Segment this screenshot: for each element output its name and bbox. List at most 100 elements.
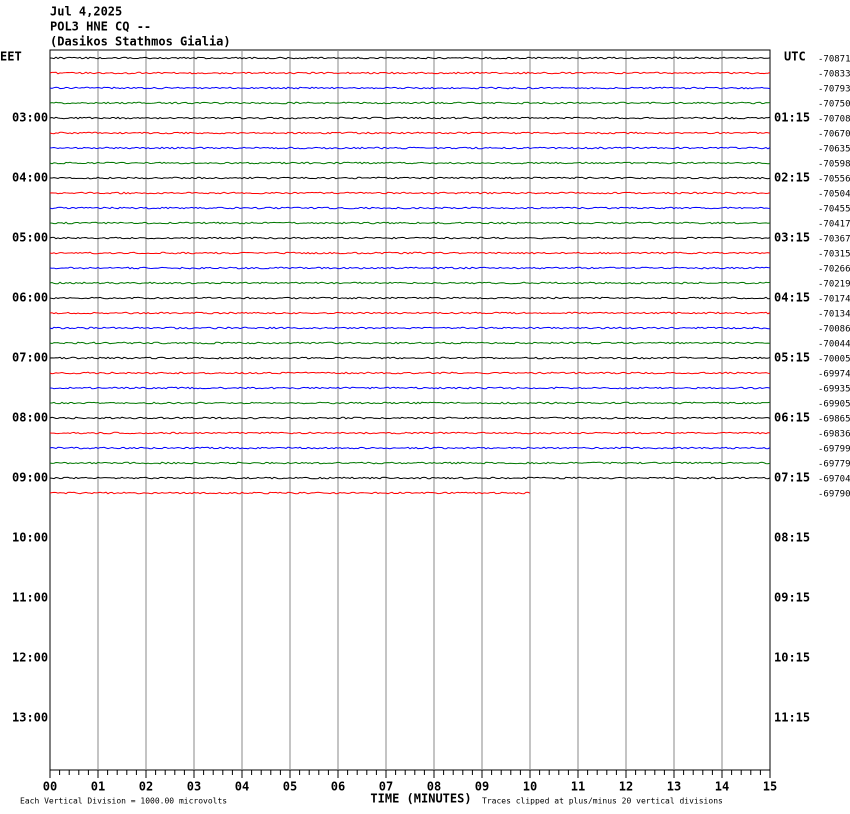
x-tick-label: 06: [331, 780, 345, 794]
right-hour-label: 04:15: [774, 291, 810, 305]
trace-offset: -69704: [818, 475, 850, 485]
trace-offset: -70598: [818, 160, 850, 170]
left-hour-label: 06:00: [12, 291, 48, 305]
trace: [49, 206, 771, 210]
left-hour-label: 10:00: [12, 531, 48, 545]
trace-offset: -70134: [818, 310, 850, 320]
trace: [49, 221, 771, 225]
trace-offset: -70266: [818, 265, 850, 275]
trace-offset: -70367: [818, 235, 850, 245]
trace: [49, 341, 771, 345]
trace: [49, 446, 771, 450]
left-hour-label: 07:00: [12, 351, 48, 365]
trace-offset: -70005: [818, 355, 850, 365]
trace: [49, 431, 771, 435]
trace: [49, 191, 771, 195]
trace: [49, 236, 771, 240]
trace: [49, 161, 771, 165]
trace-offset: -69905: [818, 400, 850, 410]
x-tick-label: 05: [283, 780, 297, 794]
x-tick-label: 01: [91, 780, 105, 794]
trace: [49, 386, 771, 390]
trace-offset: -69799: [818, 445, 850, 455]
trace: [49, 131, 771, 135]
right-hour-label: 03:15: [774, 231, 810, 245]
trace-offset: -69865: [818, 415, 850, 425]
x-tick-label: 09: [475, 780, 489, 794]
x-tick-label: 15: [763, 780, 777, 794]
trace-offset: -70793: [818, 85, 850, 95]
x-tick-label: 03: [187, 780, 201, 794]
trace: [49, 281, 771, 285]
trace-offset: -70871: [818, 55, 850, 65]
trace-offset: -70044: [818, 340, 850, 350]
x-tick-label: 14: [715, 780, 729, 794]
trace: [49, 476, 771, 480]
left-hour-label: 03:00: [12, 111, 48, 125]
trace: [49, 461, 771, 465]
trace: [49, 266, 771, 270]
trace: [49, 416, 771, 420]
trace-offset: -69779: [818, 460, 850, 470]
right-hour-label: 11:15: [774, 711, 810, 725]
trace: [49, 401, 771, 405]
left-hour-label: 12:00: [12, 651, 48, 665]
trace: [49, 311, 771, 315]
right-hour-label: 05:15: [774, 351, 810, 365]
plot-frame: [49, 49, 771, 771]
right-hour-label: 10:15: [774, 651, 810, 665]
trace-offset: -69836: [818, 430, 850, 440]
right-hour-label: 09:15: [774, 591, 810, 605]
trace: [49, 371, 771, 375]
trace: [49, 101, 771, 105]
trace-offset: -70455: [818, 205, 850, 215]
left-hour-label: 04:00: [12, 171, 48, 185]
x-tick-label: 02: [139, 780, 153, 794]
trace-offset: -70670: [818, 130, 850, 140]
trace: [49, 491, 531, 495]
trace-offset: -70504: [818, 190, 850, 200]
trace: [49, 116, 771, 120]
scale-note: Each Vertical Division = 1000.00 microvo…: [20, 797, 227, 806]
trace: [49, 176, 771, 180]
trace-offset: -70750: [818, 100, 850, 110]
trace: [49, 146, 771, 150]
x-tick-label: 04: [235, 780, 249, 794]
trace: [49, 251, 771, 255]
x-tick-label: 13: [667, 780, 681, 794]
x-tick-label: 11: [571, 780, 585, 794]
trace: [49, 296, 771, 300]
trace: [49, 71, 771, 75]
trace-offset: -69935: [818, 385, 850, 395]
left-hour-label: 09:00: [12, 471, 48, 485]
date: Jul 4,2025: [50, 5, 122, 19]
location: (Dasikos Stathmos Gialia): [50, 35, 231, 49]
left-axis-title: EET: [0, 50, 22, 64]
x-tick-label: 07: [379, 780, 393, 794]
trace-offset: -69974: [818, 370, 850, 380]
trace: [49, 326, 771, 330]
left-hour-label: 05:00: [12, 231, 48, 245]
x-tick-label: 00: [43, 780, 57, 794]
trace-offset: -69790: [818, 490, 850, 500]
right-hour-label: 06:15: [774, 411, 810, 425]
trace-offset: -70174: [818, 295, 850, 305]
right-hour-label: 01:15: [774, 111, 810, 125]
trace-offset: -70708: [818, 115, 850, 125]
right-hour-label: 02:15: [774, 171, 810, 185]
station: POL3 HNE CQ --: [50, 20, 151, 34]
left-hour-label: 11:00: [12, 591, 48, 605]
trace: [49, 356, 771, 360]
x-tick-label: 12: [619, 780, 633, 794]
trace-offset: -70417: [818, 220, 850, 230]
clip-note: Traces clipped at plus/minus 20 vertical…: [482, 797, 723, 806]
trace: [49, 86, 771, 90]
x-tick-label: 10: [523, 780, 537, 794]
x-axis-title: TIME (MINUTES): [370, 792, 471, 806]
trace-offset: -70635: [818, 145, 850, 155]
right-axis-title: UTC: [784, 50, 806, 64]
trace: [49, 56, 771, 60]
trace-offset: -70219: [818, 280, 850, 290]
trace-offset: -70833: [818, 70, 850, 80]
